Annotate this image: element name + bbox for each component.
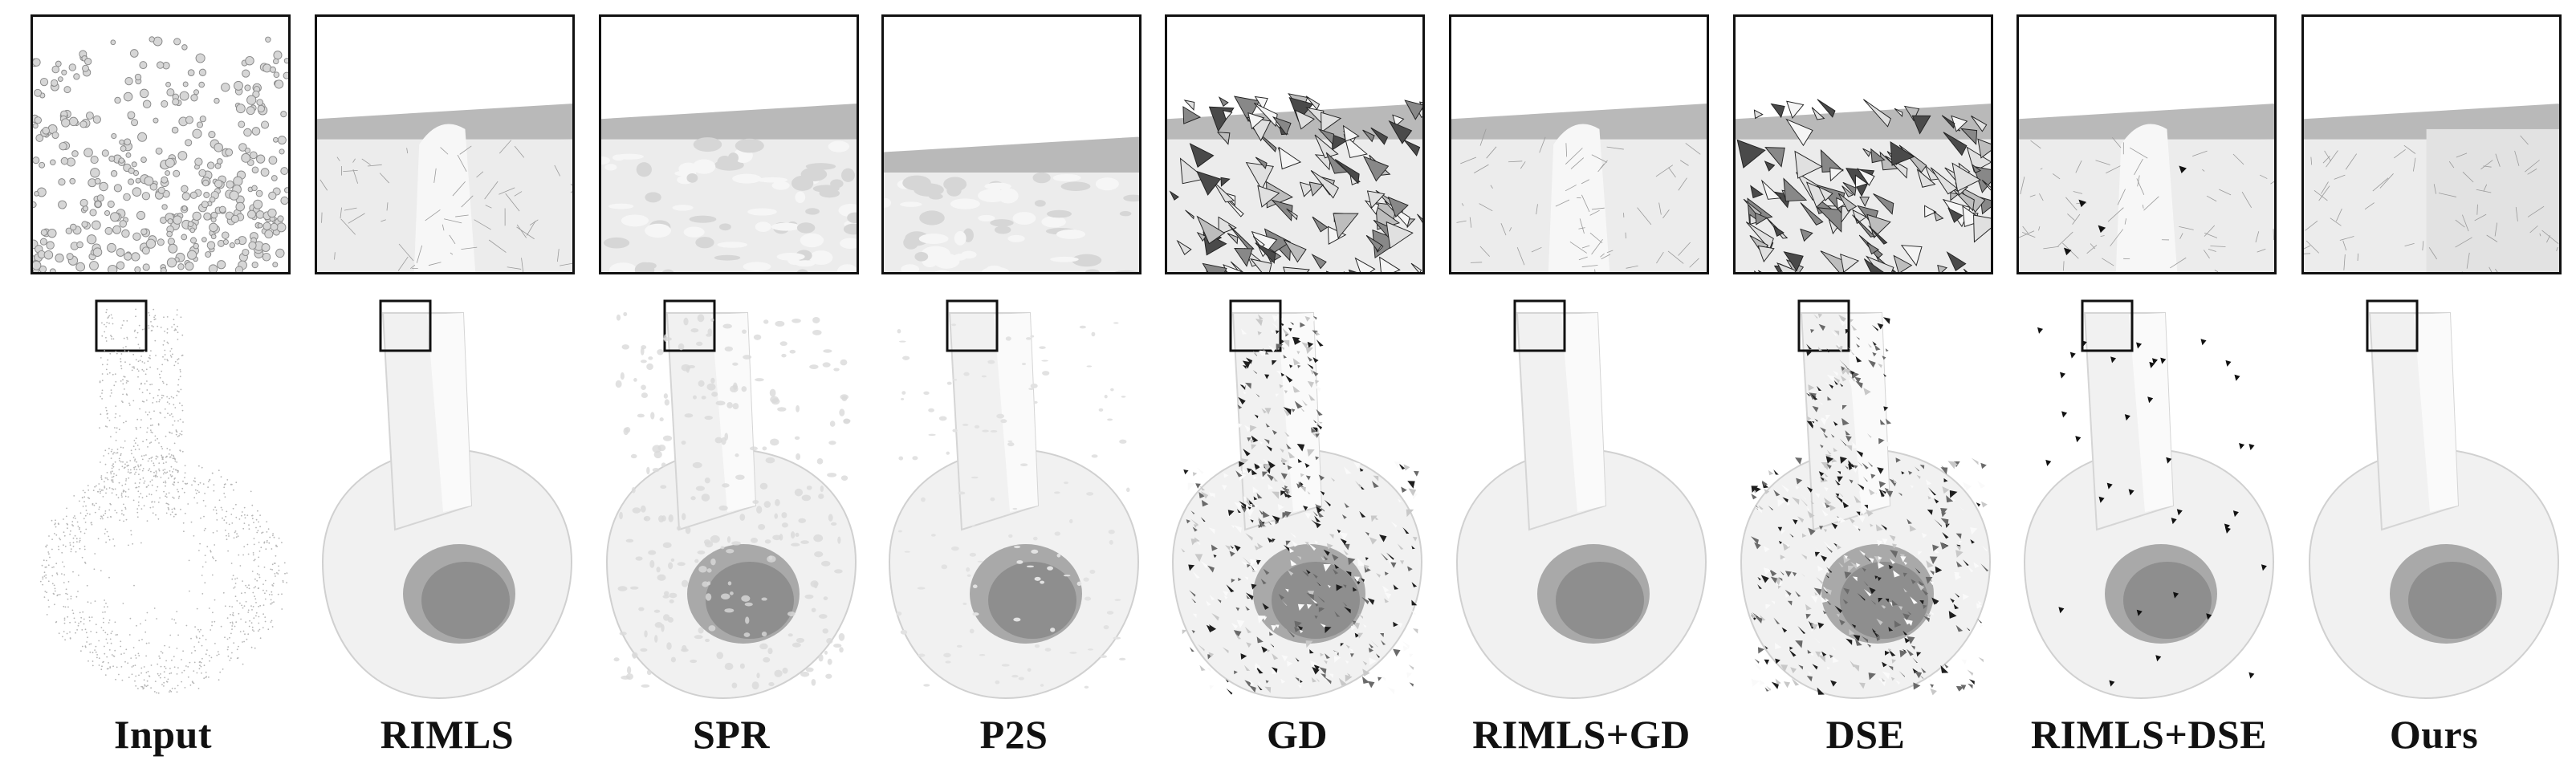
mesh-render [1171,299,1423,700]
method-column: RIMLS+DSE [2016,0,2281,772]
zoom-inset-render [884,136,1139,272]
zoom-inset [1733,14,1993,274]
mesh-render [321,299,573,700]
method-label: P2S [979,712,1048,757]
method-label: RIMLS+GD [1472,712,1691,757]
method-label: DSE [1825,712,1906,757]
zoom-inset [599,14,859,274]
method-label: GD [1267,712,1328,757]
model-render [307,297,588,714]
zoom-inset-render [2019,104,2274,272]
mesh-render [605,299,857,700]
model-render [1157,297,1438,714]
zoom-inset-render [317,104,572,272]
method-column: Ours [2301,0,2566,772]
model-render [1725,297,2006,714]
zoom-inset [881,14,1141,274]
zoom-inset [31,14,291,274]
model-render [873,297,1154,714]
zoom-inset-render [33,36,288,272]
method-label: SPR [693,712,770,757]
mesh-render [2308,299,2560,700]
model-render [2293,297,2574,714]
method-label: Ours [2389,712,2479,757]
method-column: GD [1165,0,1430,772]
zoom-inset-render [2304,104,2559,272]
mesh-render [888,299,1140,700]
method-label: RIMLS [380,712,515,757]
method-column: RIMLS [315,0,580,772]
method-label: RIMLS+DSE [2030,712,2268,757]
zoom-inset [1165,14,1425,274]
zoom-inset [1449,14,1709,274]
zoom-inset [2016,14,2277,274]
mesh-render [2023,299,2275,700]
zoom-inset-render [601,104,857,272]
zoom-inset-render [1167,93,1422,272]
method-column: DSE [1733,0,1998,772]
model-render [1441,297,1722,714]
mesh-render [1455,299,1707,700]
method-label: Input [113,712,213,757]
zoom-inset-render [1451,104,1707,272]
model-render [2008,297,2289,714]
zoom-inset-render [1736,99,1991,272]
method-column: P2S [881,0,1146,772]
model-render [591,297,872,714]
method-column: RIMLS+GD [1449,0,1714,772]
zoom-inset [315,14,575,274]
model-render [22,297,303,714]
zoom-inset [2301,14,2562,274]
mesh-render [39,299,288,694]
method-column: SPR [599,0,864,772]
method-column: Input [31,0,295,772]
mesh-render [1740,299,1992,700]
